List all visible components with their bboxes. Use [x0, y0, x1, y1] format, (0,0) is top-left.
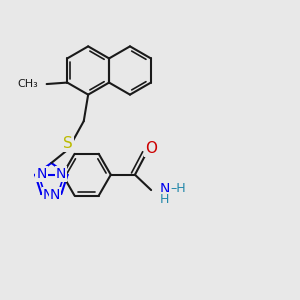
- Text: O: O: [145, 141, 157, 156]
- Text: N: N: [50, 188, 60, 202]
- Text: CH₃: CH₃: [18, 79, 38, 89]
- Text: N: N: [160, 182, 170, 197]
- Text: N: N: [56, 167, 66, 181]
- Text: S: S: [63, 136, 72, 151]
- Text: H: H: [160, 193, 169, 206]
- Text: N: N: [36, 167, 47, 181]
- Text: –H: –H: [170, 182, 186, 195]
- Text: N: N: [43, 188, 53, 202]
